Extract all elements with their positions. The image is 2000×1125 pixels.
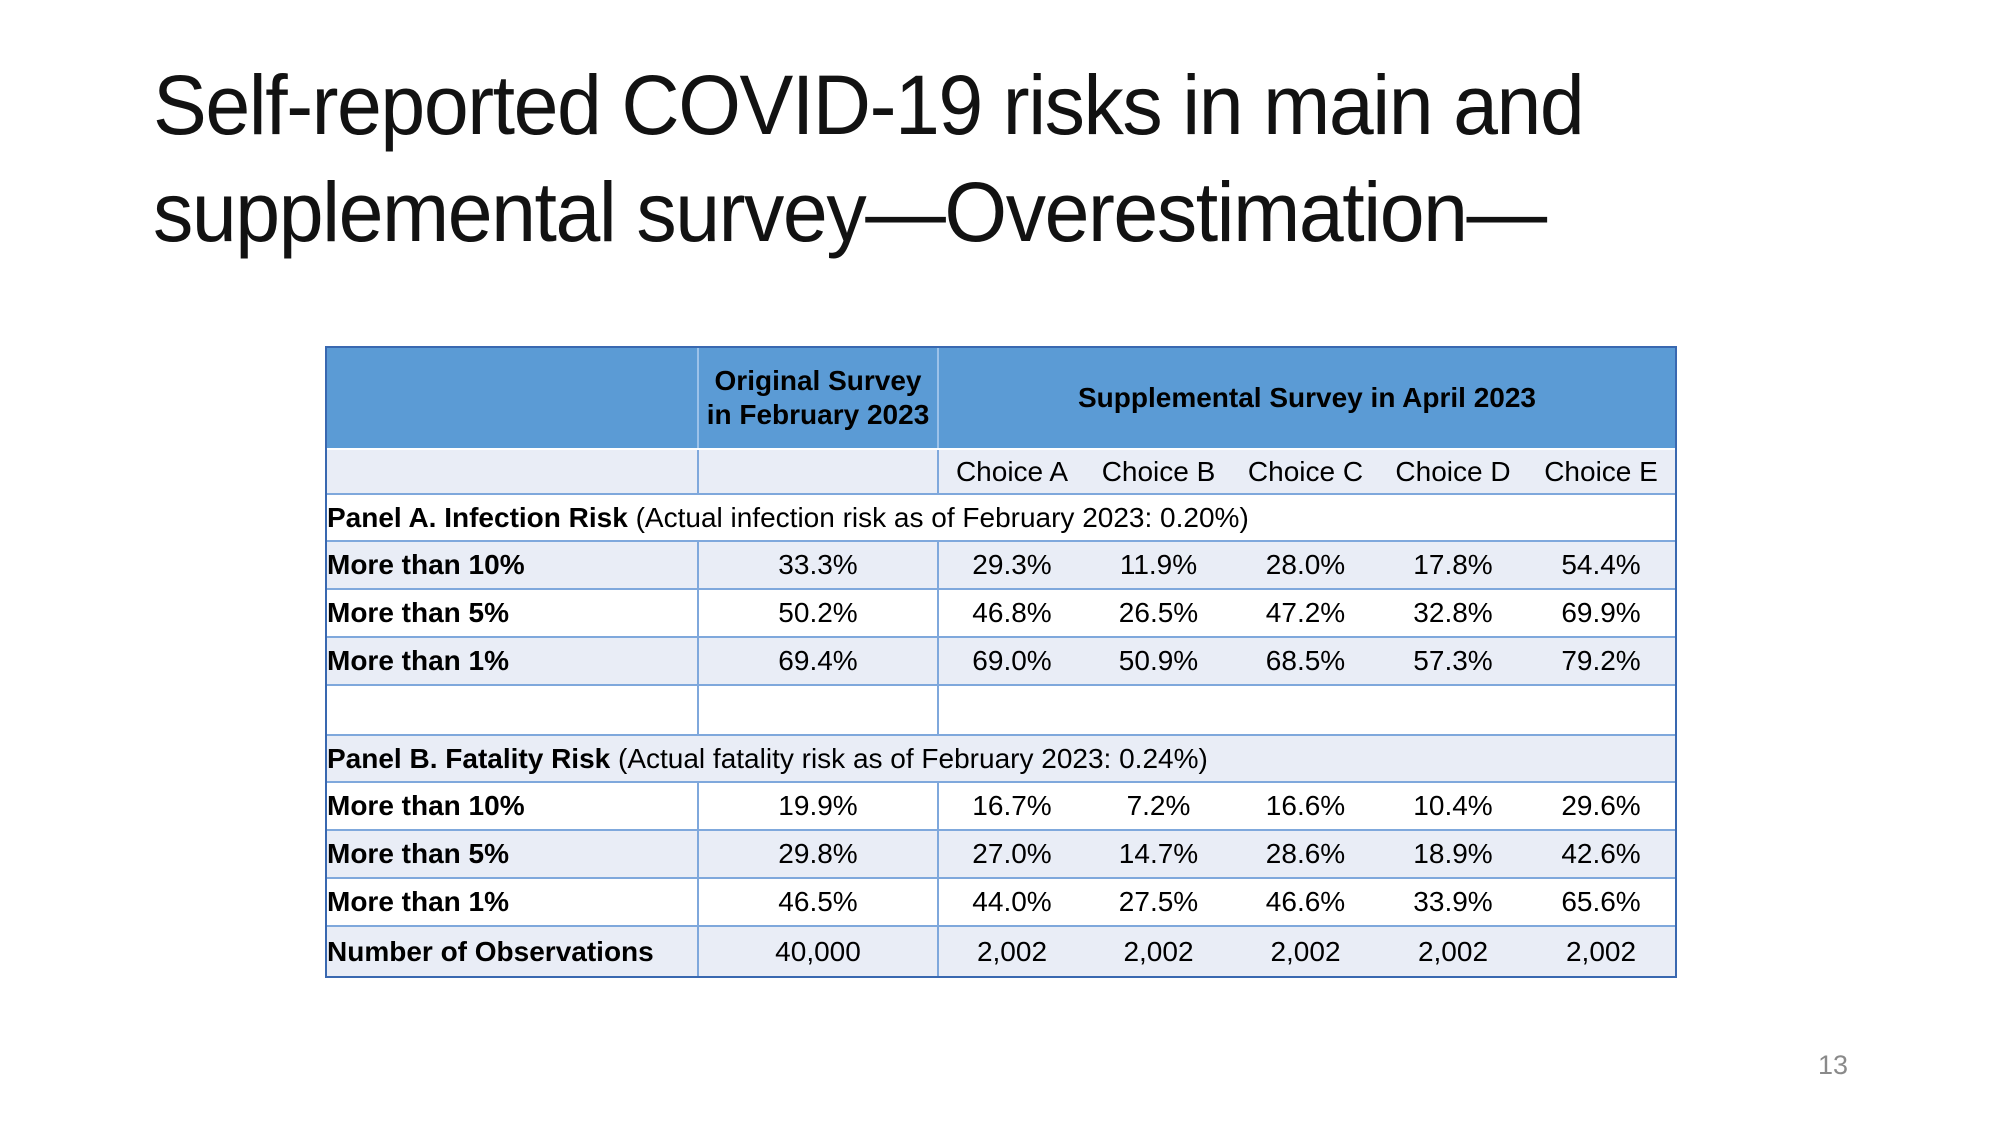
row-label: More than 5%	[327, 589, 699, 638]
table-header-row: Original Survey in February 2023 Supplem…	[327, 348, 1676, 450]
slide-title-line-1: Self-reported COVID-19 risks in main and	[153, 58, 1585, 152]
table-row: More than 1% 69.4% 69.0% 50.9% 68.5% 57.…	[327, 637, 1676, 686]
panel-a-title-rest: (Actual infection risk as of February 20…	[627, 501, 1249, 533]
header-corner-cell	[327, 348, 699, 450]
original-value: 40,000	[698, 926, 939, 976]
row-label: More than 5%	[327, 830, 699, 879]
table-row: More than 10% 19.9% 16.7% 7.2% 16.6% 10.…	[327, 782, 1676, 831]
panel-a-title-bold: Panel A. Infection Risk	[327, 501, 628, 533]
choice-value: 69.0%	[938, 637, 1085, 686]
row-label: More than 1%	[327, 637, 699, 686]
choice-value: 11.9%	[1085, 541, 1232, 590]
empty-cell	[327, 449, 699, 495]
choice-value: 2,002	[1232, 926, 1379, 976]
panel-a-title-row: Panel A. Infection Risk (Actual infectio…	[327, 494, 1676, 542]
observations-row: Number of Observations 40,000 2,002 2,00…	[327, 926, 1676, 976]
choice-header-row: Choice A Choice B Choice C Choice D Choi…	[327, 449, 1676, 495]
choice-header-e: Choice E	[1527, 449, 1676, 495]
choice-value: 17.8%	[1379, 541, 1527, 590]
choice-value: 57.3%	[1379, 637, 1527, 686]
original-value: 19.9%	[698, 782, 939, 831]
empty-cell	[327, 685, 699, 736]
row-label: More than 1%	[327, 878, 699, 927]
choice-value: 16.7%	[938, 782, 1085, 831]
choice-value: 14.7%	[1085, 830, 1232, 879]
choice-value: 28.0%	[1232, 541, 1379, 590]
panel-b-title-bold: Panel B. Fatality Risk	[327, 742, 611, 774]
choice-value: 2,002	[938, 926, 1085, 976]
choice-value: 29.6%	[1527, 782, 1676, 831]
choice-value: 33.9%	[1379, 878, 1527, 927]
original-value: 46.5%	[698, 878, 939, 927]
panel-b-title-row: Panel B. Fatality Risk (Actual fatality …	[327, 735, 1676, 783]
choice-value: 29.3%	[938, 541, 1085, 590]
choice-value: 46.6%	[1232, 878, 1379, 927]
choice-value: 68.5%	[1232, 637, 1379, 686]
header-original-survey: Original Survey in February 2023	[698, 348, 939, 450]
choice-header-c: Choice C	[1232, 449, 1379, 495]
choice-value: 2,002	[1527, 926, 1676, 976]
choice-value: 27.0%	[938, 830, 1085, 879]
choice-value: 28.6%	[1232, 830, 1379, 879]
choice-header-d: Choice D	[1379, 449, 1527, 495]
original-value: 33.3%	[698, 541, 939, 590]
choice-value: 69.9%	[1527, 589, 1676, 638]
choice-value: 54.4%	[1527, 541, 1676, 590]
slide-title: Self-reported COVID-19 risks in main and…	[153, 52, 1843, 266]
original-value: 29.8%	[698, 830, 939, 879]
choice-value: 10.4%	[1379, 782, 1527, 831]
row-label: Number of Observations	[327, 926, 699, 976]
page-number: 13	[1818, 1050, 1849, 1080]
row-label: More than 10%	[327, 782, 699, 831]
slide-title-line-2: supplemental survey—Overestimation—	[153, 165, 1547, 259]
choice-value: 26.5%	[1085, 589, 1232, 638]
choice-value: 79.2%	[1527, 637, 1676, 686]
empty-cell	[698, 449, 939, 495]
choice-value: 47.2%	[1232, 589, 1379, 638]
choice-value: 2,002	[1085, 926, 1232, 976]
table-row: More than 10% 33.3% 29.3% 11.9% 28.0% 17…	[327, 541, 1676, 590]
choice-value: 50.9%	[1085, 637, 1232, 686]
choice-value: 65.6%	[1527, 878, 1676, 927]
empty-cell	[698, 685, 939, 736]
original-value: 69.4%	[698, 637, 939, 686]
row-label: More than 10%	[327, 541, 699, 590]
choice-value: 27.5%	[1085, 878, 1232, 927]
table-row: More than 1% 46.5% 44.0% 27.5% 46.6% 33.…	[327, 878, 1676, 927]
original-value: 50.2%	[698, 589, 939, 638]
choice-value: 46.8%	[938, 589, 1085, 638]
survey-table: Original Survey in February 2023 Supplem…	[327, 348, 1676, 976]
header-supplemental-survey: Supplemental Survey in April 2023	[938, 348, 1676, 450]
panel-b-title-rest: (Actual fatality risk as of February 202…	[610, 742, 1208, 774]
choice-value: 2,002	[1379, 926, 1527, 976]
choice-value: 16.6%	[1232, 782, 1379, 831]
choice-value: 44.0%	[938, 878, 1085, 927]
empty-cell	[938, 685, 1676, 736]
table-row: More than 5% 29.8% 27.0% 14.7% 28.6% 18.…	[327, 830, 1676, 879]
choice-value: 7.2%	[1085, 782, 1232, 831]
panel-a-title-cell: Panel A. Infection Risk (Actual infectio…	[327, 494, 1676, 542]
table-row: More than 5% 50.2% 46.8% 26.5% 47.2% 32.…	[327, 589, 1676, 638]
panel-b-title-cell: Panel B. Fatality Risk (Actual fatality …	[327, 735, 1676, 783]
choice-value: 32.8%	[1379, 589, 1527, 638]
spacer-row	[327, 685, 1676, 736]
choice-header-a: Choice A	[938, 449, 1085, 495]
choice-value: 18.9%	[1379, 830, 1527, 879]
choice-header-b: Choice B	[1085, 449, 1232, 495]
survey-table-container: Original Survey in February 2023 Supplem…	[325, 346, 1677, 978]
choice-value: 42.6%	[1527, 830, 1676, 879]
